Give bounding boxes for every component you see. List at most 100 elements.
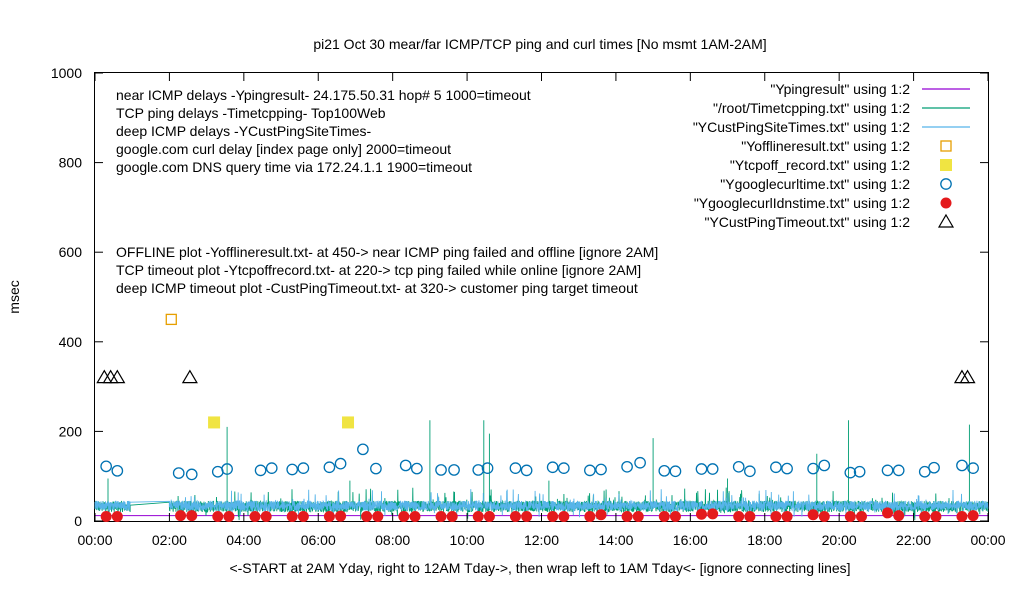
series-5-point-18 xyxy=(472,464,485,476)
x-tick-label-9: 18:00 xyxy=(747,532,782,548)
series-5-point-16 xyxy=(435,464,447,476)
y-tick-label-1: 200 xyxy=(59,423,83,439)
series-5-point-41 xyxy=(892,464,905,477)
series-4 xyxy=(208,416,355,429)
series-5-point-11 xyxy=(334,457,347,470)
series-5-point-8 xyxy=(286,463,299,476)
series-5-point-0 xyxy=(100,460,113,473)
series-6-point-26 xyxy=(621,511,633,523)
series-5-point-2 xyxy=(172,467,185,479)
legend-marker-4 xyxy=(940,159,952,171)
series-6-point-35 xyxy=(781,511,793,523)
series-6-point-17 xyxy=(446,511,458,523)
series-5-point-24 xyxy=(584,464,596,477)
axes-layer: 0 200 400 600 800 1000 00:00 02:00 04:00 06:00 08:… xyxy=(51,65,1006,548)
series-5 xyxy=(100,443,979,481)
x-tick-label-6: 12:00 xyxy=(524,532,559,548)
series-6-point-37 xyxy=(818,511,830,523)
series-6-point-6 xyxy=(249,511,261,523)
series-5-point-30 xyxy=(695,463,708,475)
series-6-point-12 xyxy=(361,511,373,523)
chart-title: pi21 Oct 30 mear/far ICMP/TCP ping and c… xyxy=(313,36,766,52)
series-5-point-12 xyxy=(357,443,369,456)
series-5-point-6 xyxy=(254,464,267,477)
series-5-point-10 xyxy=(323,461,336,474)
legend-marker-3 xyxy=(940,140,952,152)
series-6-point-9 xyxy=(297,511,309,523)
series-6-point-27 xyxy=(632,511,644,523)
series-6-point-39 xyxy=(855,511,867,523)
series-5-point-14 xyxy=(399,459,412,472)
annotation-top-3: google.com curl delay [index page only] … xyxy=(116,141,451,157)
series-5-point-23 xyxy=(557,462,570,474)
series-6-point-11 xyxy=(335,510,347,522)
series-5-point-13 xyxy=(370,462,382,475)
annotation-middle-0: OFFLINE plot -Yofflineresult.txt- at 450… xyxy=(116,244,658,260)
series-5-point-45 xyxy=(967,462,979,474)
series-6-point-25 xyxy=(595,509,607,521)
series-6-point-14 xyxy=(398,511,410,523)
x-tick-label-10: 20:00 xyxy=(822,532,857,548)
legend-marker-6 xyxy=(940,197,952,209)
legend-label-1: "/root/Timetcpping.txt" using 1:2 xyxy=(713,100,910,116)
x-tick-label-5: 10:00 xyxy=(450,532,485,548)
legend-label-0: "Ypingresult" using 1:2 xyxy=(770,81,910,97)
series-5-point-9 xyxy=(297,462,310,474)
y-tick-label-0: 0 xyxy=(74,513,82,529)
series-5-point-29 xyxy=(669,465,682,478)
series-6-point-33 xyxy=(744,511,756,523)
annotation-top-4: google.com DNS query time via 172.24.1.1… xyxy=(116,159,472,175)
series-6-point-7 xyxy=(260,511,272,523)
series-6-point-21 xyxy=(521,511,533,523)
series-5-point-21 xyxy=(520,464,533,477)
series-5-point-26 xyxy=(621,460,633,473)
series-5-point-5 xyxy=(221,463,233,475)
x-tick-label-12: 00:00 xyxy=(970,532,1005,548)
series-6-point-40 xyxy=(882,507,894,519)
series-5-point-3 xyxy=(185,468,198,481)
series-5-point-44 xyxy=(956,459,968,472)
annotations-layer: near ICMP delays -Ypingresult- 24.175.50… xyxy=(116,87,658,296)
series-5-point-27 xyxy=(634,456,646,469)
series-6-point-30 xyxy=(695,508,707,520)
series-5-point-15 xyxy=(411,462,423,475)
series-5-point-32 xyxy=(732,460,745,473)
y-tick-label-5: 1000 xyxy=(51,65,82,81)
series-6-point-22 xyxy=(547,511,559,523)
series-5-point-20 xyxy=(509,462,522,474)
series-6-point-19 xyxy=(483,511,495,523)
legend-label-3: "Yofflineresult.txt" using 1:2 xyxy=(741,138,910,154)
annotation-top-0: near ICMP delays -Ypingresult- 24.175.50… xyxy=(116,87,531,103)
series-6-point-43 xyxy=(930,511,942,523)
legend-label-4: "Ytcpoff_record.txt" using 1:2 xyxy=(730,157,910,173)
series-line-2 xyxy=(94,489,989,519)
series-7-point-2 xyxy=(109,369,126,384)
series-6-point-5 xyxy=(223,511,235,523)
series-6-point-34 xyxy=(770,511,782,523)
annotation-middle-2: deep ICMP timeout plot -CustPingTimeout.… xyxy=(116,280,638,296)
y-axis-label: msec xyxy=(6,280,22,313)
series-layer xyxy=(94,313,989,523)
series-3 xyxy=(165,313,177,326)
series-6-point-38 xyxy=(844,511,856,523)
series-5-point-35 xyxy=(781,462,793,475)
legend-label-7: "YCustPingTimeout.txt" using 1:2 xyxy=(704,214,910,230)
annotation-middle-1: TCP timeout plot -Ytcpoffrecord.txt- at … xyxy=(116,262,641,278)
series-6-point-15 xyxy=(409,511,421,523)
plot-frame xyxy=(94,72,989,522)
series-6-point-16 xyxy=(435,511,447,523)
series-7-point-5 xyxy=(959,369,976,384)
series-5-point-22 xyxy=(546,461,559,474)
series-6-point-31 xyxy=(707,508,719,520)
series-7-point-3 xyxy=(181,369,198,384)
series-6-point-42 xyxy=(919,511,931,523)
legend: "Ypingresult" using 1:2 "/root/Timetcppin… xyxy=(693,81,970,230)
series-6-point-0 xyxy=(100,511,112,523)
series-5-point-31 xyxy=(706,463,719,475)
series-6-point-18 xyxy=(472,511,484,523)
series-6-point-29 xyxy=(669,511,681,523)
series-6-point-4 xyxy=(212,511,224,523)
series-5-point-7 xyxy=(265,462,278,474)
series-3-point-0 xyxy=(165,313,177,326)
